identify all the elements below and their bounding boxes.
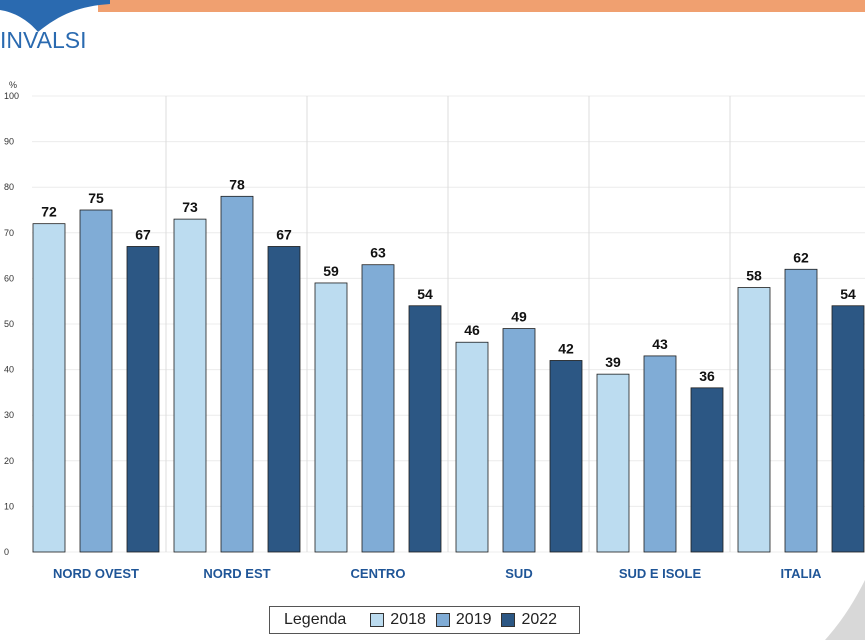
data-label-nord-est-2019: 78: [229, 176, 245, 192]
data-label-sud-2022: 42: [558, 340, 574, 356]
y-tick-label-50: 50: [4, 319, 14, 329]
y-tick-label-0: 0: [4, 547, 9, 557]
y-tick-label-40: 40: [4, 365, 14, 375]
logo-wave-icon: [0, 0, 110, 34]
category-label-italia: ITALIA: [781, 566, 823, 581]
legend-label-2019: 2019: [455, 611, 492, 628]
category-label-sud-e-isole: SUD E ISOLE: [619, 566, 702, 581]
y-tick-label-70: 70: [4, 228, 14, 238]
category-label-sud: SUD: [505, 566, 532, 581]
data-label-sud-2019: 49: [511, 309, 527, 325]
legend-label-2018: 2018: [390, 611, 426, 628]
bar-centro-2019: [361, 264, 395, 553]
data-label-italia-2019: 62: [793, 249, 809, 265]
legend: Legenda 2018 2019 2022: [269, 606, 580, 634]
y-tick-label-60: 60: [4, 273, 14, 283]
y-tick-label-30: 30: [4, 410, 14, 420]
y-tick-label-80: 80: [4, 182, 14, 192]
data-label-italia-2022: 54: [840, 286, 856, 302]
bar-nord-ovest-2022: [126, 246, 160, 553]
bar-sud-e-isole-2019: [643, 355, 677, 553]
category-label-centro: CENTRO: [351, 566, 406, 581]
bar-italia-2022: [831, 305, 865, 553]
bar-italia-2019: [784, 268, 818, 553]
y-tick-label-100: 100: [4, 91, 19, 101]
y-tick-label-10: 10: [4, 501, 14, 511]
bar-sud-2018: [455, 341, 489, 553]
data-label-italia-2018: 58: [746, 268, 762, 284]
bar-sud-2022: [549, 360, 583, 553]
invalsi-logo: INVALSI: [0, 27, 87, 53]
data-label-centro-2022: 54: [417, 286, 433, 302]
header-bar: [98, 0, 865, 12]
data-label-centro-2018: 59: [323, 263, 339, 279]
data-label-nord-ovest-2019: 75: [88, 190, 104, 206]
bar-nord-ovest-2018: [32, 223, 66, 553]
category-label-nord-ovest: NORD OVEST: [53, 566, 139, 581]
legend-item-2022: 2022: [501, 611, 557, 629]
bar-centro-2022: [408, 305, 442, 553]
category-label-nord-est: NORD EST: [203, 566, 270, 581]
corner-decoration: [825, 580, 865, 640]
legend-swatch-2019: [435, 613, 450, 627]
legend-item-2018: 2018: [370, 611, 426, 629]
bar-italia-2018: [737, 287, 771, 553]
data-label-sud-e-isole-2022: 36: [699, 368, 715, 384]
data-label-sud-e-isole-2018: 39: [605, 354, 621, 370]
bar-nord-est-2022: [267, 246, 301, 553]
bar-nord-est-2018: [173, 218, 207, 553]
data-label-nord-ovest-2018: 72: [41, 204, 57, 220]
data-label-nord-est-2022: 67: [276, 226, 292, 242]
data-label-sud-2018: 46: [464, 322, 480, 338]
data-label-centro-2019: 63: [370, 245, 386, 261]
y-axis-unit: %: [9, 80, 17, 90]
y-tick-label-20: 20: [4, 456, 14, 466]
bar-nord-ovest-2019: [79, 209, 113, 553]
legend-swatch-2018: [370, 613, 385, 627]
bar-sud-e-isole-2018: [596, 373, 630, 553]
data-label-nord-est-2018: 73: [182, 199, 198, 215]
data-label-sud-e-isole-2019: 43: [652, 336, 668, 352]
bar-nord-est-2019: [220, 195, 254, 553]
y-tick-label-90: 90: [4, 137, 14, 147]
legend-label-2022: 2022: [521, 611, 558, 628]
bar-sud-e-isole-2022: [690, 387, 724, 553]
legend-title: Legenda: [284, 611, 347, 628]
bar-sud-2019: [502, 328, 536, 553]
bar-centro-2018: [314, 282, 348, 553]
legend-swatch-2022: [501, 613, 516, 627]
legend-item-2019: 2019: [435, 611, 492, 629]
data-label-nord-ovest-2022: 67: [135, 226, 151, 242]
